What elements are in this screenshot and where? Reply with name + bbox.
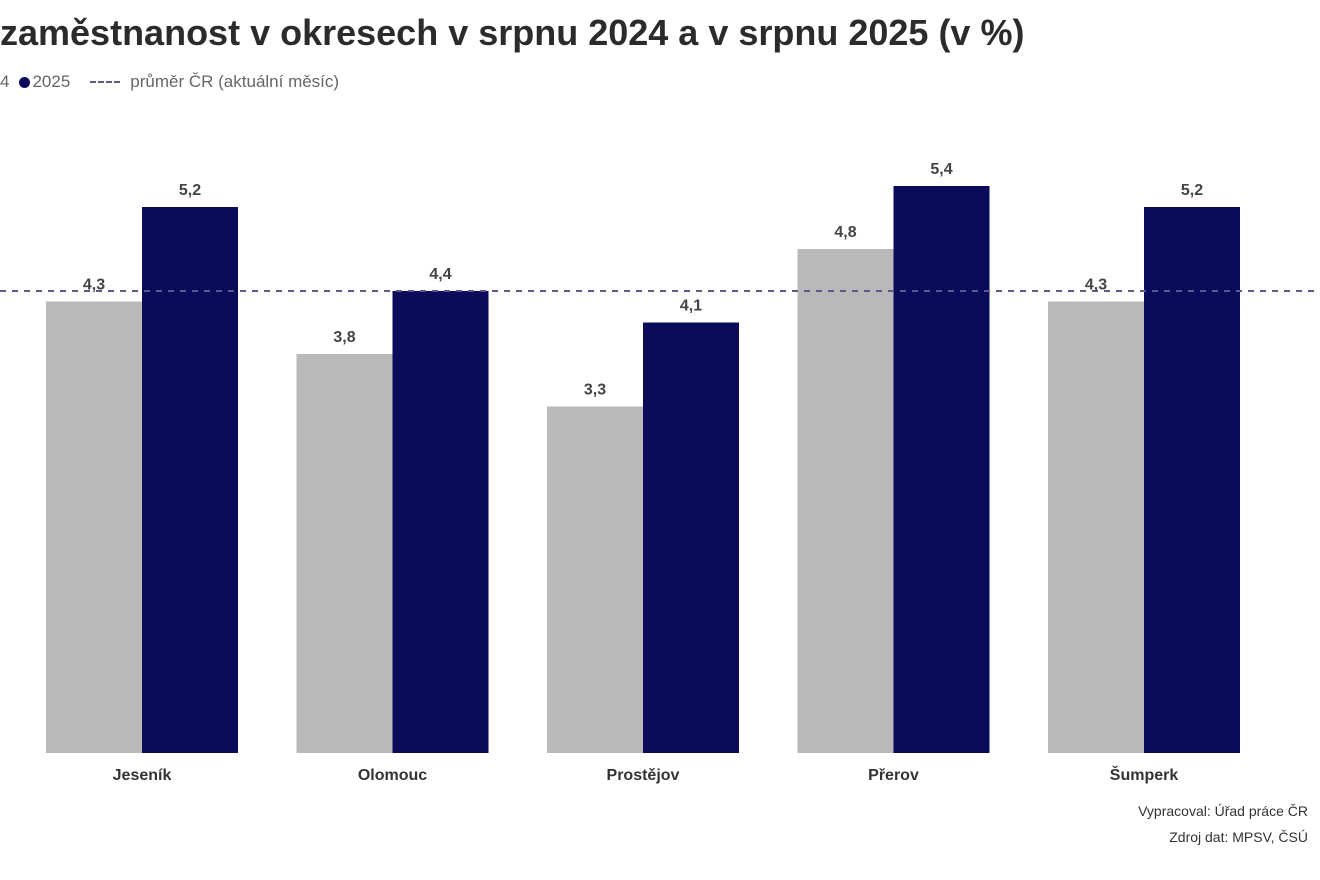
data-label-2024: 3,8: [333, 329, 355, 346]
bar-2025: [893, 186, 990, 753]
legend-label-2024: 4: [0, 72, 10, 91]
category-label: Prostějov: [607, 767, 680, 784]
legend-label-2025: 2025: [32, 72, 71, 91]
bar-2025: [1144, 207, 1240, 753]
data-label-2025: 5,2: [179, 182, 201, 199]
data-label-2025: 5,4: [930, 161, 952, 178]
data-label-2025: 5,2: [1181, 182, 1203, 199]
bar-2025: [142, 207, 238, 753]
data-label-2024: 4,3: [1085, 277, 1107, 294]
legend: 4 2025 průměr ČR (aktuální měsíc): [0, 72, 339, 92]
legend-swatch-average: [90, 81, 121, 83]
bar-2025: [643, 322, 739, 753]
category-label: Olomouc: [358, 767, 427, 784]
bar-2024: [1048, 301, 1144, 753]
data-label-2025: 4,1: [680, 298, 702, 315]
source-data: Zdroj dat: MPSV, ČSÚ: [1169, 829, 1308, 845]
bar-2024: [296, 354, 393, 753]
data-label-2024: 4,3: [83, 277, 105, 294]
source-author: Vypracoval: Úřad práce ČR: [1138, 803, 1308, 819]
legend-swatch-2025: [19, 76, 31, 88]
legend-label-average: průměr ČR (aktuální měsíc): [130, 72, 340, 91]
category-label: Přerov: [868, 767, 919, 784]
data-label-2024: 4,8: [834, 224, 856, 241]
category-label: Jeseník: [113, 767, 172, 784]
data-label-2025: 4,4: [429, 266, 451, 283]
bar-2024: [547, 406, 643, 753]
data-label-2024: 3,3: [584, 382, 606, 399]
category-label: Šumperk: [1110, 765, 1179, 784]
bar-2024: [797, 249, 894, 753]
bar-2024: [46, 301, 142, 753]
bar-2025: [392, 291, 489, 753]
chart-title: zaměstnanost v okresech v srpnu 2024 a v…: [0, 12, 1025, 53]
